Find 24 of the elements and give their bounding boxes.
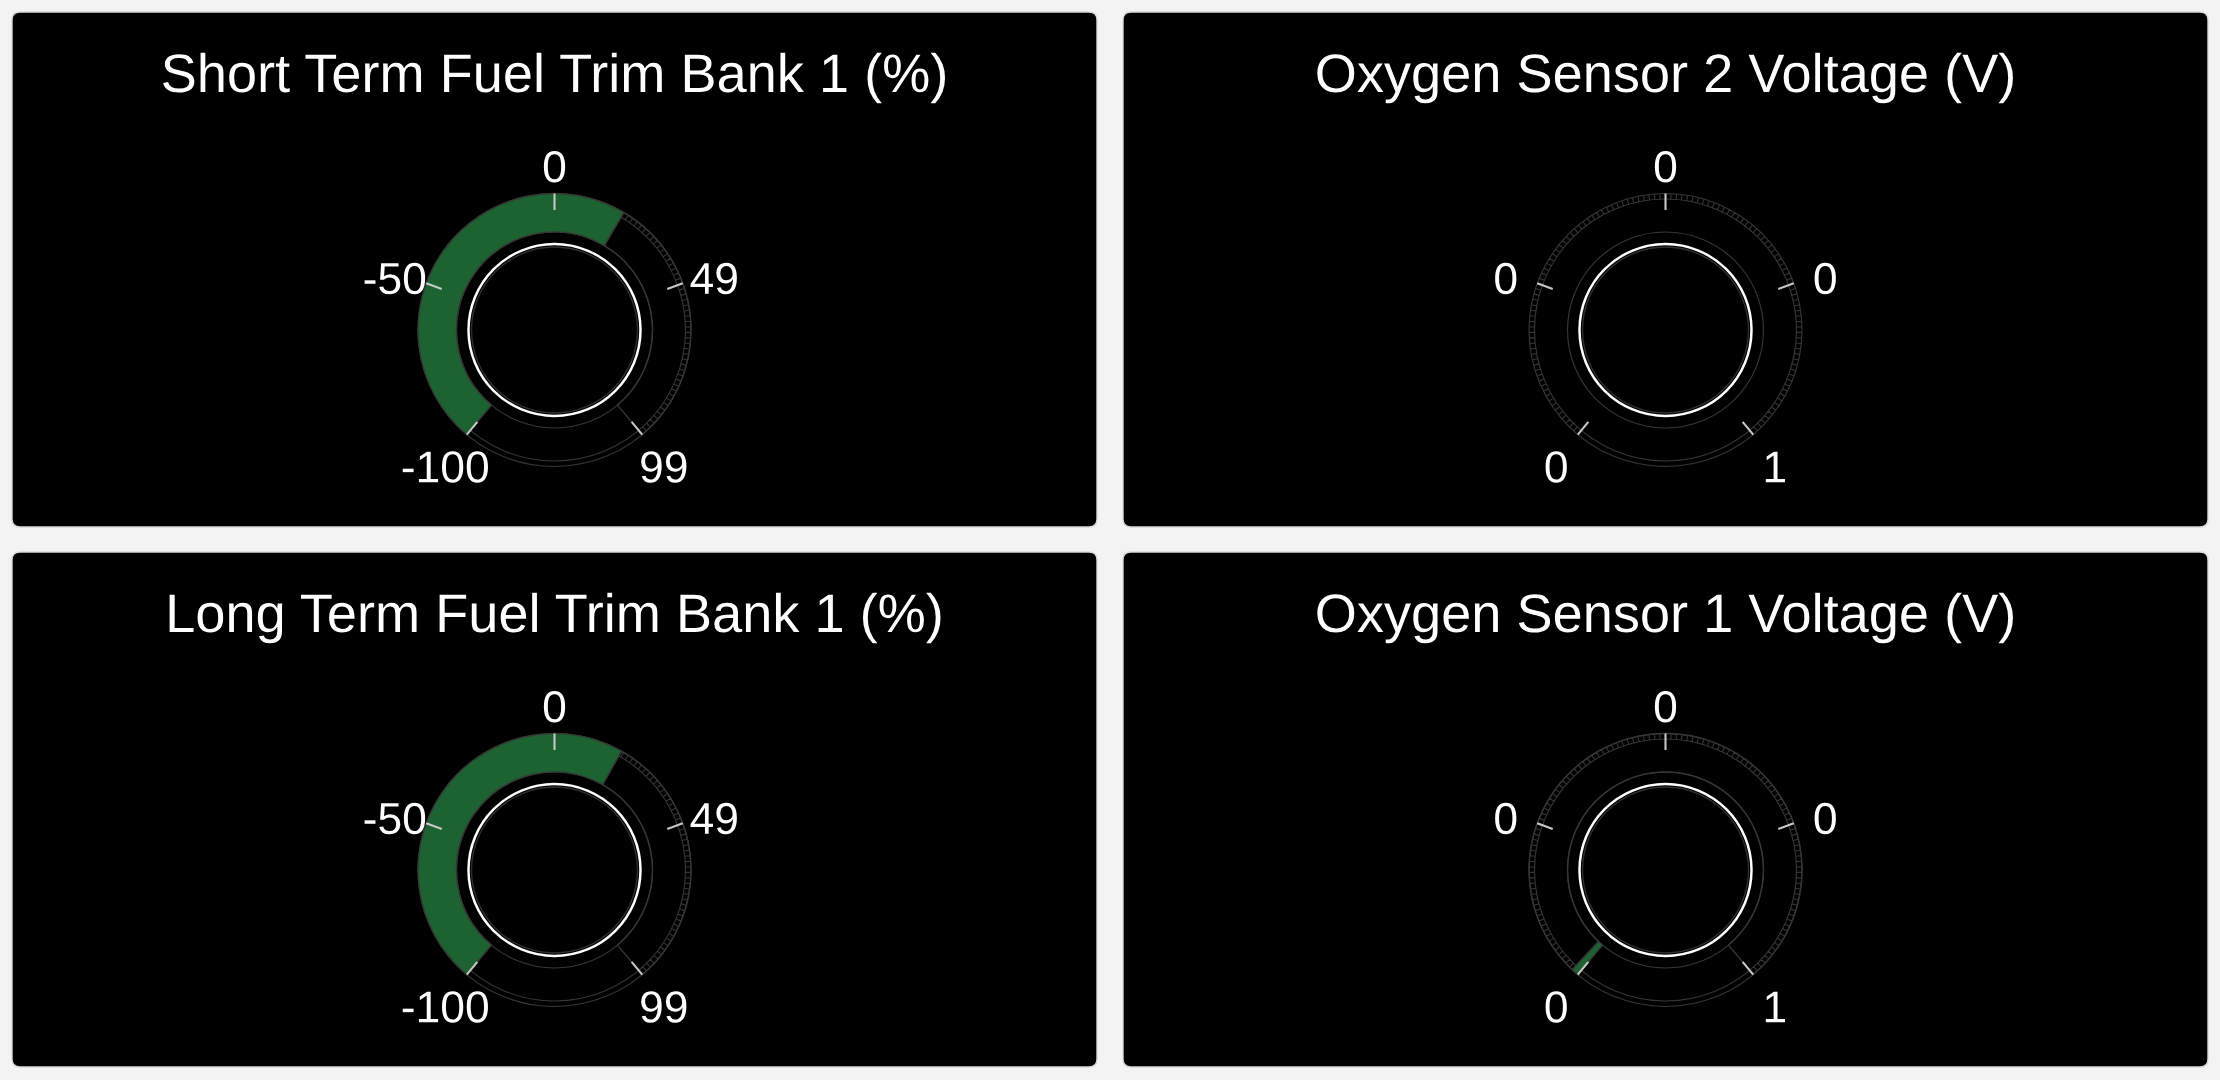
chart-title: Short Term Fuel Trim Bank 1 (%) [163,52,945,104]
text: 1 [1765,451,1785,483]
text: 0 [1545,451,1567,483]
text: 99 [641,451,687,483]
text: 0 [1495,802,1517,835]
text: 49 [690,262,737,295]
text: 0 [1654,690,1677,723]
text: 0 [543,150,566,183]
text: -50 [364,802,426,835]
text: -50 [364,262,426,295]
text: 49 [690,802,737,835]
text: Oxygen Sensor 2 Voltage (V) [1317,52,2013,104]
text: -100 [402,451,488,483]
text: 0 [1654,150,1677,183]
text: 0 [1545,991,1567,1023]
text: 0 [1495,262,1517,295]
text: 99 [641,991,687,1023]
text: 1 [1765,991,1785,1023]
text: 0 [543,690,566,723]
chart-title: Long Term Fuel Trim Bank 1 (%) [169,592,941,644]
text: -100 [402,991,488,1023]
text: 0 [1814,802,1836,835]
chart-title: Oxygen Sensor 1 Voltage (V) [1317,592,2013,644]
text: 0 [1814,262,1836,295]
